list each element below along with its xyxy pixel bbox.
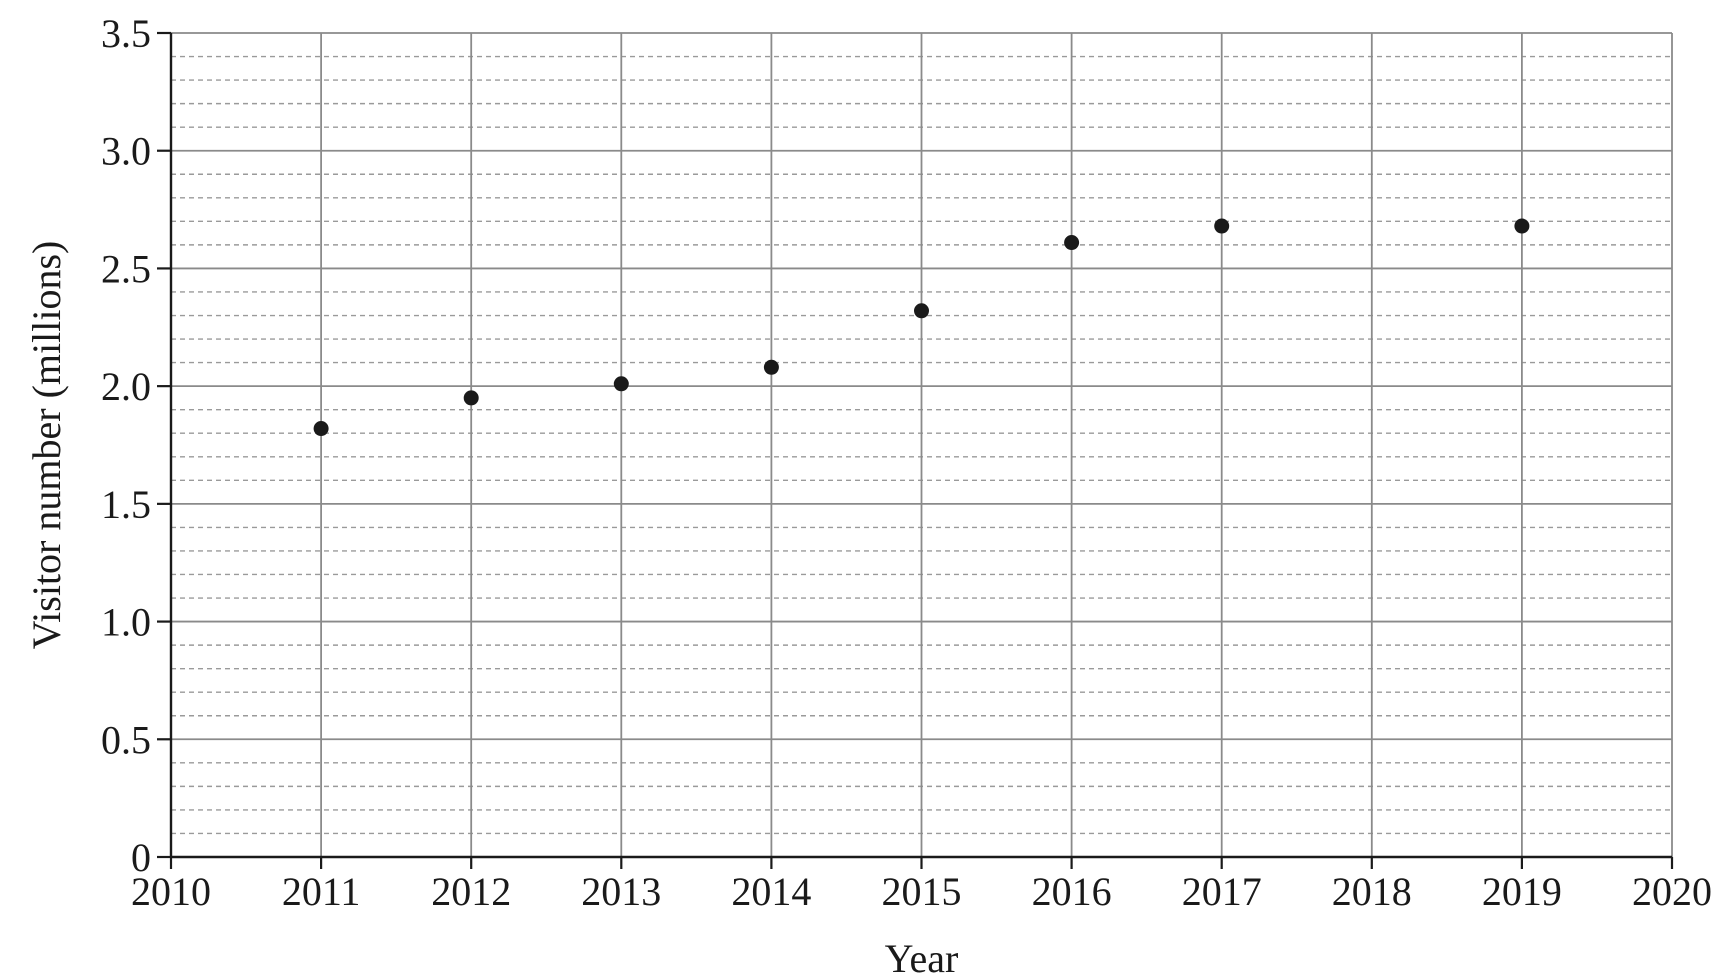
data-point bbox=[1214, 218, 1230, 234]
y-tick-label: 3.0 bbox=[101, 129, 151, 174]
x-tick-label: 2020 bbox=[1632, 869, 1712, 914]
y-tick-label: 1.0 bbox=[101, 600, 151, 645]
data-point bbox=[463, 390, 479, 406]
data-point bbox=[613, 376, 629, 392]
x-axis-ticks: 2010 2011 2012 2013 2014 2015 2016 2017 2018 2019… bbox=[131, 857, 1712, 914]
y-axis-ticks: 0 0.5 1.0 1.5 2.0 2.5 3.0 3.5 bbox=[101, 11, 171, 880]
x-axis-title: Year bbox=[885, 936, 959, 979]
x-tick-label: 2017 bbox=[1182, 869, 1262, 914]
y-tick-label: 3.5 bbox=[101, 11, 151, 56]
major-gridlines bbox=[171, 32, 1673, 857]
x-tick-label: 2016 bbox=[1032, 869, 1112, 914]
y-tick-label: 0.5 bbox=[101, 717, 151, 762]
x-tick-label: 2015 bbox=[882, 869, 962, 914]
x-tick-label: 2013 bbox=[581, 869, 661, 914]
y-tick-label: 1.5 bbox=[101, 482, 151, 527]
data-point bbox=[313, 421, 329, 437]
data-point bbox=[914, 303, 929, 319]
x-tick-label: 2011 bbox=[282, 869, 361, 914]
data-point bbox=[1514, 218, 1530, 234]
y-tick-label: 0 bbox=[131, 835, 151, 880]
x-tick-label: 2018 bbox=[1332, 869, 1412, 914]
data-points bbox=[313, 218, 1530, 437]
y-tick-label: 2.5 bbox=[101, 246, 151, 291]
x-tick-label: 2019 bbox=[1482, 869, 1562, 914]
x-tick-label: 2012 bbox=[431, 869, 511, 914]
x-tick-label: 2014 bbox=[731, 869, 811, 914]
y-axis-title: Visitor number (millions) bbox=[24, 241, 69, 650]
x-tick-label: 2010 bbox=[131, 869, 211, 914]
y-tick-label: 2.0 bbox=[101, 364, 151, 409]
data-point bbox=[1064, 235, 1080, 251]
data-point bbox=[763, 359, 779, 375]
